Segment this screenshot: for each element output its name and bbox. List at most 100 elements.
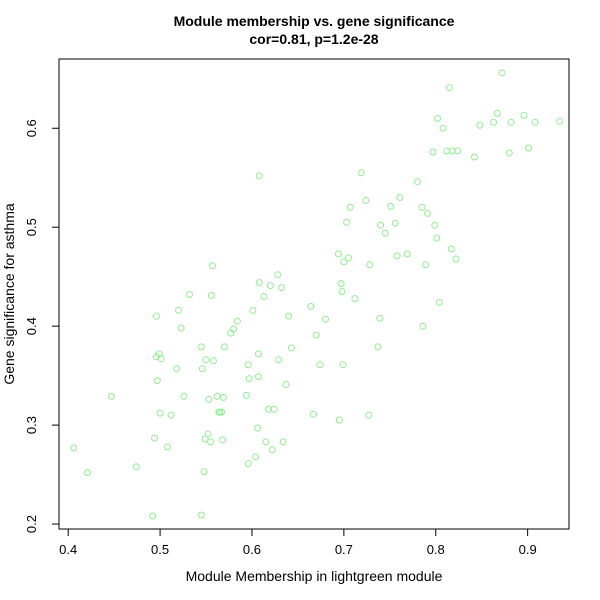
y-tick-label: 0.2 — [24, 515, 39, 533]
data-point — [167, 411, 175, 419]
x-axis: 0.4 0.5 0.6 0.7 0.8 0.9 — [59, 528, 537, 557]
data-point — [434, 114, 442, 122]
data-point — [339, 361, 347, 369]
data-point — [220, 393, 227, 401]
y-tick-label: 0.5 — [24, 218, 39, 236]
data-point — [429, 148, 437, 156]
data-point — [422, 261, 430, 269]
x-tick-label: 0.4 — [59, 542, 77, 557]
x-axis-label: Module Membership in lightgreen module — [186, 568, 443, 584]
data-point — [173, 365, 181, 373]
data-point — [249, 306, 257, 314]
y-tick-label: 0.3 — [24, 416, 39, 434]
data-points — [70, 69, 564, 520]
data-point — [334, 250, 342, 258]
data-point — [377, 221, 385, 229]
data-point — [268, 446, 276, 454]
data-point — [433, 234, 441, 242]
data-point — [254, 424, 261, 432]
data-point — [107, 392, 115, 400]
data-point — [374, 343, 382, 351]
data-point — [419, 322, 427, 330]
plot-frame — [58, 58, 570, 530]
data-point — [520, 111, 528, 119]
data-point — [244, 361, 252, 369]
y-tick-label: 0.6 — [24, 119, 39, 137]
data-point — [186, 291, 193, 298]
data-point — [340, 258, 348, 266]
data-point — [338, 288, 346, 295]
x-tick-label: 0.5 — [151, 542, 169, 557]
data-point — [218, 408, 226, 416]
data-point — [157, 355, 165, 363]
data-point — [208, 292, 215, 299]
data-point — [312, 331, 320, 339]
data-point — [282, 381, 290, 388]
data-point — [531, 118, 539, 126]
data-point — [245, 375, 253, 383]
data-point — [322, 315, 329, 323]
data-point — [84, 469, 91, 477]
y-axis-label: Gene significance for asthma — [1, 203, 17, 385]
x-tick-label: 0.7 — [335, 542, 353, 557]
y-axis: 0.2 0.3 0.4 0.5 0.6 — [24, 119, 60, 533]
data-point — [310, 410, 317, 418]
data-point — [70, 444, 78, 452]
data-point — [307, 302, 315, 310]
data-point — [454, 147, 462, 155]
data-point — [337, 280, 345, 288]
data-point — [525, 144, 533, 152]
data-point — [396, 194, 404, 201]
data-point — [343, 218, 351, 226]
data-point — [175, 306, 182, 314]
data-point — [470, 153, 478, 161]
data-point — [391, 219, 399, 227]
x-tick-label: 0.8 — [427, 542, 445, 557]
data-point — [266, 282, 274, 290]
data-point — [254, 373, 262, 381]
data-point — [209, 262, 216, 270]
data-point — [335, 416, 343, 424]
data-point — [207, 438, 215, 446]
data-point — [197, 511, 205, 519]
data-point — [275, 356, 283, 364]
chart-subtitle: cor=0.81, p=1.2e-28 — [249, 31, 378, 47]
data-point — [213, 392, 221, 400]
data-point — [270, 405, 278, 413]
data-point — [155, 350, 163, 358]
chart-title: Module membership vs. gene significance — [174, 13, 455, 29]
data-point — [498, 69, 506, 77]
data-point — [279, 438, 287, 446]
data-point — [200, 468, 208, 476]
data-point — [205, 395, 213, 403]
data-point — [220, 343, 228, 351]
data-point — [493, 109, 501, 117]
data-point — [490, 118, 498, 126]
data-point — [387, 202, 395, 210]
data-point — [556, 117, 564, 125]
data-point — [152, 312, 160, 320]
data-point — [365, 411, 373, 419]
data-point — [357, 169, 365, 177]
data-point — [447, 245, 455, 253]
data-point — [274, 271, 282, 279]
data-point — [262, 438, 270, 446]
data-point — [452, 255, 460, 263]
data-point — [476, 121, 484, 129]
data-point — [244, 460, 252, 468]
data-point — [149, 512, 157, 520]
data-point — [277, 284, 285, 292]
data-point — [153, 377, 161, 385]
data-point — [431, 221, 439, 229]
data-point — [132, 463, 140, 471]
x-tick-label: 0.6 — [243, 542, 261, 557]
data-point — [163, 443, 171, 451]
data-point — [362, 197, 370, 204]
data-point — [345, 254, 352, 262]
y-tick-label: 0.4 — [24, 317, 39, 335]
data-point — [288, 344, 295, 352]
data-point — [198, 365, 206, 373]
data-point — [351, 295, 359, 302]
data-point — [219, 436, 227, 444]
